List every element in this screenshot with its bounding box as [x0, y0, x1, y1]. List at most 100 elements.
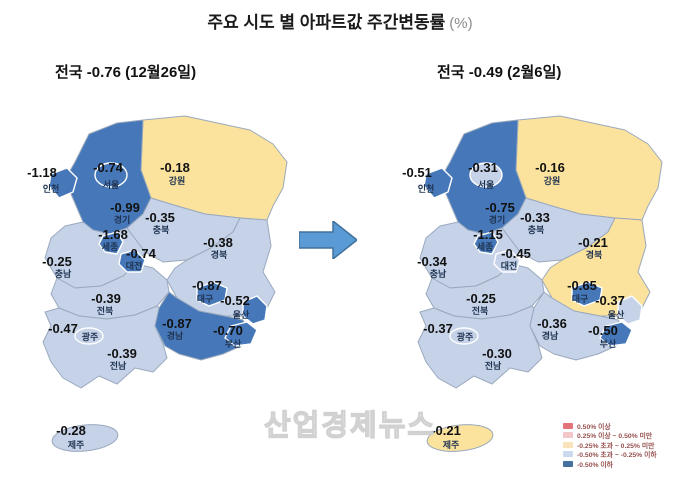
left-map-name-gyeonggi: 경기 — [114, 214, 131, 225]
left-map-value-chungnam: -0.25 — [42, 254, 72, 269]
left-map-name-chungnam: 충남 — [55, 268, 72, 279]
right-map-region-jeju — [426, 424, 494, 452]
left-map-value-gwangju: -0.47 — [48, 321, 78, 336]
right-map-value-chungnam: -0.34 — [417, 254, 447, 269]
right-map-value-chungbuk: -0.33 — [520, 210, 550, 225]
left-map-value-jeju: -0.28 — [56, 423, 86, 438]
watermark: 산업경제뉴스 — [263, 409, 437, 442]
arrow-shape — [299, 221, 357, 259]
right-map-name-gyeonggi: 경기 — [489, 214, 506, 225]
left-map-value-gyeongbuk: -0.38 — [203, 235, 233, 250]
legend-item: 0.25% 이상 ~ 0.50% 미만 — [563, 431, 657, 441]
left-map-name-daegu: 대구 — [197, 293, 214, 304]
left-map-region-jeonnam — [42, 305, 168, 389]
left-map-value-jeonbuk: -0.39 — [91, 291, 121, 306]
right-map-value-jeonnam: -0.30 — [482, 346, 512, 361]
left-map-value-gyeonggi: -0.99 — [110, 200, 140, 215]
left-map-region-busan — [224, 321, 258, 347]
right-map-name-jeonnam: 전남 — [485, 360, 502, 371]
left-map-region-incheon — [48, 167, 78, 199]
right-map-name-seoul: 서울 — [478, 179, 495, 190]
left-map-value-daejeon: -0.74 — [126, 246, 156, 261]
right-map-region-gwangju — [449, 327, 479, 345]
right-map-region-daejeon — [493, 249, 521, 273]
left-map-name-jeju: 제주 — [68, 439, 85, 450]
left-map-name-seoul: 서울 — [103, 179, 120, 190]
legend-item: -0.25% 초과 ~ 0.25% 미만 — [563, 440, 657, 450]
left-map-value-chungbuk: -0.35 — [145, 210, 175, 225]
legend-swatch — [563, 432, 573, 439]
page-title-text: 주요 시도 별 아파트값 주간변동률 — [207, 13, 446, 32]
right-map-region-gyeongnam — [529, 291, 625, 361]
legend-item: -0.50% 초과 ~ -0.25% 이하 — [563, 450, 657, 459]
right-map-region-incheon — [423, 167, 453, 199]
left-map-name-gyeongnam: 경남 — [167, 330, 184, 341]
right-map-value-busan: -0.50 — [588, 323, 618, 338]
right-map-name-jeonbuk: 전북 — [472, 305, 489, 316]
right-map-value-incheon: -0.51 — [402, 165, 432, 180]
page-title-unit: (%) — [449, 15, 473, 32]
right-map-subtitle: 전국 -0.49 (2월6일) — [437, 64, 562, 81]
left-map-name-gangwon: 강원 — [169, 175, 186, 186]
right-map-value-gangwon: -0.16 — [535, 160, 565, 175]
left-map-value-ulsan: -0.52 — [220, 293, 250, 308]
right-map-name-sejong: 세종 — [477, 241, 494, 252]
right-map-name-chungnam: 충남 — [430, 268, 447, 279]
right-map-region-sejong — [473, 231, 499, 255]
left-map-region-jeju — [51, 424, 119, 452]
legend-label: -0.50% 이하 — [577, 461, 613, 469]
right-map-value-gwangju: -0.37 — [423, 321, 453, 336]
right-map-name-chungbuk: 충북 — [528, 224, 545, 235]
left-map-region-sejong — [98, 231, 124, 255]
legend-label: 0.50% 이상 — [577, 423, 611, 431]
left-map-value-daegu: -0.87 — [192, 278, 222, 293]
left-map-name-gwangju: 광주 — [82, 331, 99, 342]
right-map-name-gyeongnam: 경남 — [542, 330, 559, 341]
right-choropleth-map: -0.75경기-0.16강원-0.33충북-0.34충남-0.21경북-0.25… — [402, 115, 663, 452]
right-map-name-busan: 부산 — [600, 338, 617, 349]
left-map-subtitle: 전국 -0.76 (12월26일) — [55, 64, 197, 81]
left-map-name-jeonbuk: 전북 — [97, 305, 114, 316]
legend-swatch — [563, 460, 573, 467]
right-map-name-gyeongbuk: 경북 — [586, 249, 603, 260]
right-map-value-seoul: -0.31 — [468, 160, 498, 175]
right-map-name-ulsan: 울산 — [608, 309, 625, 320]
left-map-name-gyeongbuk: 경북 — [211, 249, 228, 260]
right-map-region-jeonnam — [417, 305, 543, 389]
left-map-name-sejong: 세종 — [102, 241, 119, 252]
right-map-value-jeju: -0.21 — [431, 423, 461, 438]
left-map-region-daegu — [196, 281, 228, 307]
right-map-value-daegu: -0.65 — [567, 278, 597, 293]
left-map-name-ulsan: 울산 — [233, 309, 250, 320]
legend-label: -0.25% 초과 ~ 0.25% 미만 — [577, 442, 655, 450]
left-map-name-jeonnam: 전남 — [110, 360, 127, 371]
left-map-region-seoul — [94, 162, 128, 188]
right-map-name-incheon: 인천 — [418, 184, 435, 194]
right-map-name-daegu: 대구 — [572, 293, 589, 304]
left-map-value-seoul: -0.74 — [93, 160, 123, 175]
legend-item: 0.50% 이상 — [563, 421, 657, 431]
left-map-region-gyeongnam — [154, 291, 250, 361]
left-map-value-busan: -0.70 — [213, 323, 243, 338]
right-map-name-daejeon: 대전 — [501, 260, 518, 271]
left-map-region-gwangju — [74, 327, 104, 345]
left-map-name-chungbuk: 충북 — [153, 224, 170, 235]
legend-item: -0.50% 이하 — [563, 459, 657, 469]
legend-label: 0.25% 이상 ~ 0.50% 미만 — [577, 433, 653, 441]
right-map-name-gangwon: 강원 — [544, 175, 561, 186]
right-map-value-gyeongbuk: -0.21 — [578, 235, 608, 250]
legend-swatch — [563, 441, 573, 448]
left-map-name-incheon: 인천 — [43, 184, 60, 194]
right-map-value-ulsan: -0.37 — [595, 293, 625, 308]
legend-swatch — [563, 451, 573, 458]
right-map-value-sejong: -1.15 — [473, 227, 503, 242]
page-title: 주요 시도 별 아파트값 주간변동률 (%) — [0, 8, 680, 33]
right-map-region-seoul — [469, 162, 503, 188]
color-band-legend: 0.50% 이상 0.25% 이상 ~ 0.50% 미만 -0.25% 초과 ~ 0… — [563, 421, 657, 469]
right-map-region-ulsan — [617, 295, 643, 325]
left-map-region-ulsan — [242, 295, 268, 325]
left-map-value-gangwon: -0.18 — [160, 160, 190, 175]
left-map-value-incheon: -1.18 — [27, 165, 57, 180]
